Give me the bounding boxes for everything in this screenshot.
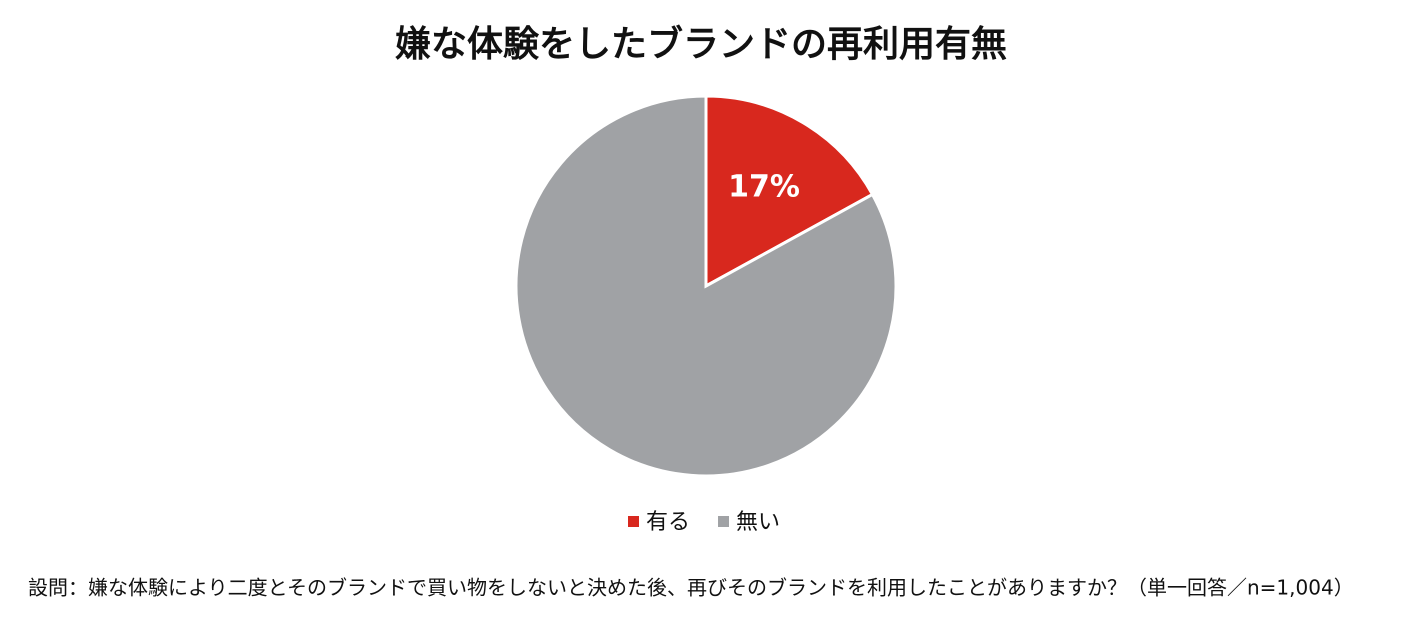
legend-label: 無い — [736, 510, 780, 535]
legend-swatch — [628, 516, 639, 527]
pie-slice — [514, 94, 898, 478]
legend-label: 有る — [646, 510, 690, 535]
pie-slice — [704, 94, 875, 289]
legend-swatch — [718, 516, 730, 527]
footnote: 設問：嫌な体験により二度とそのブランドで買い物をしないと決めた後、再びそのブラン… — [28, 576, 1354, 600]
chart-title: 嫌な体験をしたブランドの再利用有無 — [395, 23, 1007, 65]
data-label: 17% — [728, 169, 800, 204]
